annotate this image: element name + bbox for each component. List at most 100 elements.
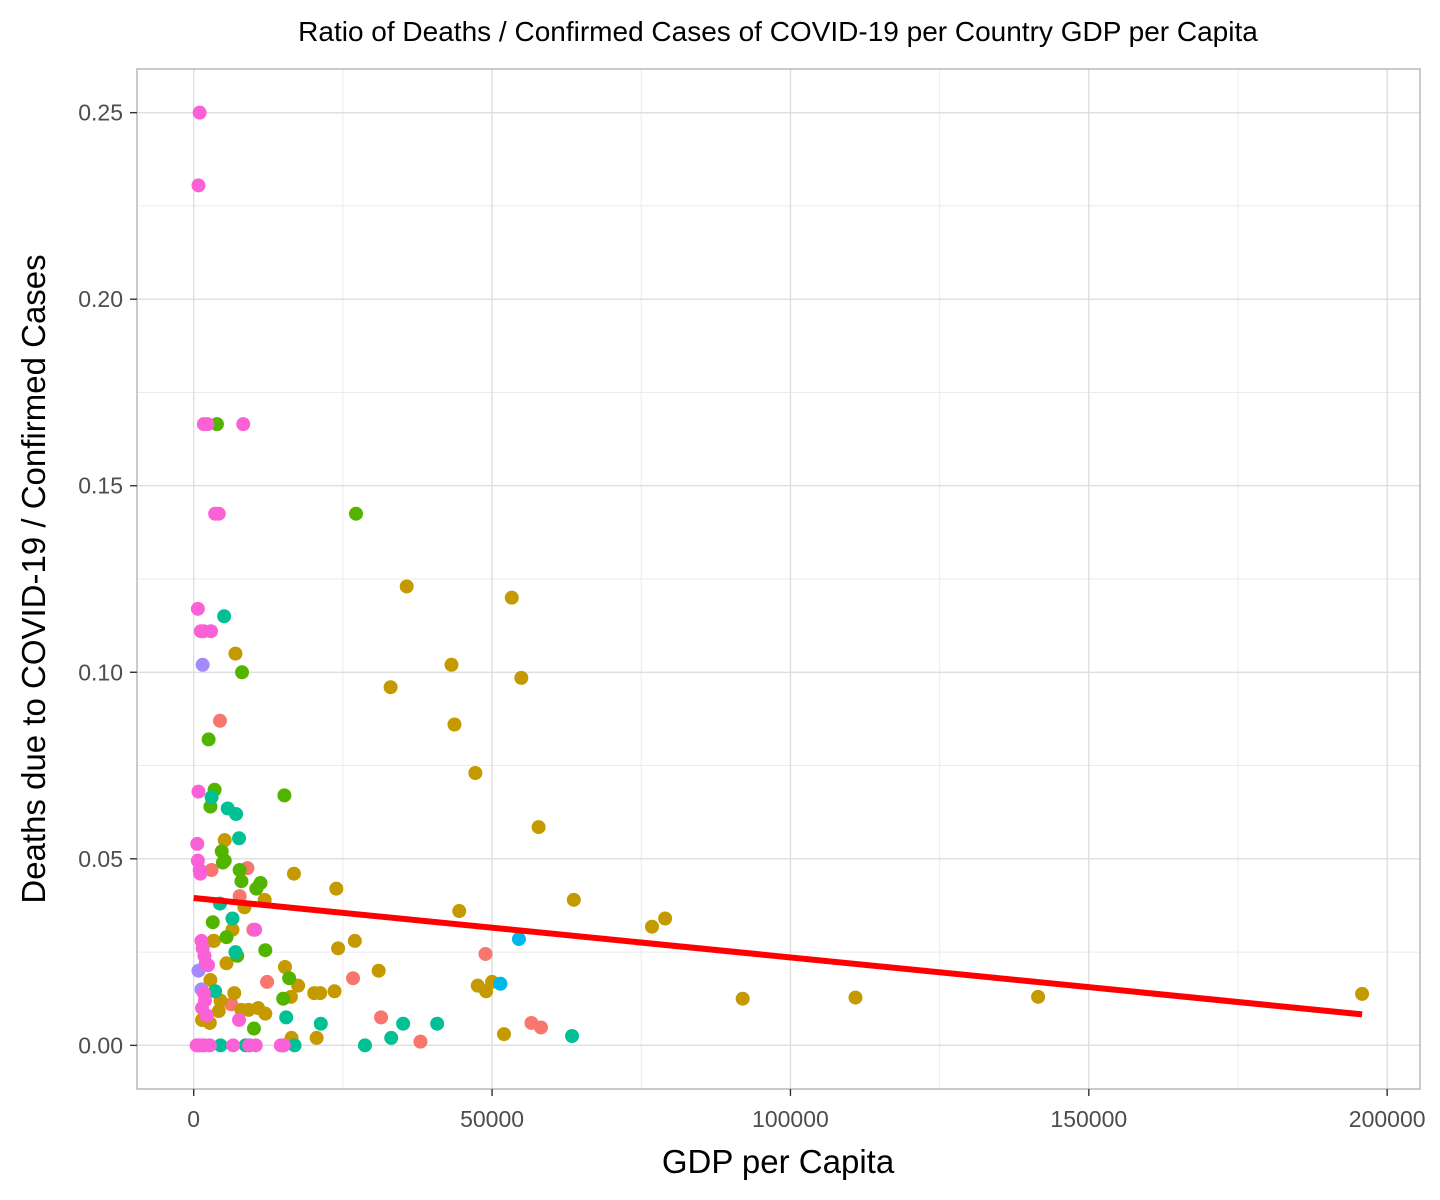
data-point xyxy=(217,833,232,848)
data-point xyxy=(190,601,205,616)
data-point xyxy=(430,1016,445,1031)
data-point xyxy=(447,717,462,732)
x-axis-title: GDP per Capita xyxy=(662,1143,895,1180)
data-point xyxy=(371,963,386,978)
data-point xyxy=(211,506,226,521)
data-point xyxy=(276,1038,291,1053)
data-point xyxy=(202,1038,217,1053)
data-point xyxy=(357,1038,372,1053)
major-gridlines xyxy=(137,69,1420,1089)
data-point xyxy=(192,105,207,120)
data-point xyxy=(248,922,263,937)
minor-gridlines xyxy=(137,69,1420,1089)
data-point xyxy=(644,919,659,934)
data-point xyxy=(327,984,342,999)
data-point xyxy=(232,831,247,846)
x-axis-ticks: 0 50000 100000 150000 200000 xyxy=(187,1089,1426,1132)
data-point xyxy=(468,766,483,781)
data-point xyxy=(279,1010,294,1025)
plot-border xyxy=(136,68,1421,1090)
data-point xyxy=(192,863,207,878)
data-point xyxy=(200,417,215,432)
data-point xyxy=(566,892,581,907)
y-axis-ticks: 0.00 0.05 0.10 0.15 0.20 0.25 xyxy=(78,100,137,1058)
data-point xyxy=(504,590,519,605)
data-point xyxy=(331,941,346,956)
data-point xyxy=(346,971,361,986)
x-tick-label: 50000 xyxy=(460,1106,524,1132)
data-point xyxy=(309,1030,324,1045)
data-point xyxy=(258,1006,273,1021)
y-tick-label: 0.25 xyxy=(78,100,123,126)
data-point xyxy=(249,881,264,896)
data-point xyxy=(383,680,398,695)
data-point xyxy=(228,945,243,960)
data-point xyxy=(206,933,221,948)
y-tick-label: 0.05 xyxy=(78,846,123,872)
data-point xyxy=(219,956,234,971)
data-point xyxy=(287,1038,302,1053)
data-point xyxy=(235,665,250,680)
data-points xyxy=(189,105,1370,1053)
data-point xyxy=(215,855,230,870)
chart-title: Ratio of Deaths / Confirmed Cases of COV… xyxy=(298,16,1258,47)
y-axis-title: Deaths due to COVID-19 / Confirmed Cases xyxy=(15,254,52,903)
data-point xyxy=(282,971,297,986)
x-tick-label: 100000 xyxy=(752,1106,829,1132)
data-point xyxy=(399,579,414,594)
y-tick-label: 0.15 xyxy=(78,473,123,499)
data-point xyxy=(201,958,216,973)
data-point xyxy=(658,911,673,926)
data-point xyxy=(246,1021,261,1036)
data-point xyxy=(208,984,223,999)
data-point xyxy=(217,609,232,624)
data-point xyxy=(511,932,526,947)
data-point xyxy=(313,986,328,1001)
x-tick-label: 150000 xyxy=(1050,1106,1127,1132)
data-point xyxy=(313,1016,328,1031)
data-point xyxy=(531,820,546,835)
data-point xyxy=(514,670,529,685)
data-point xyxy=(444,657,459,672)
y-tick-label: 0.00 xyxy=(78,1032,123,1058)
data-point xyxy=(203,973,218,988)
data-point xyxy=(211,1004,226,1019)
data-point xyxy=(1031,989,1046,1004)
data-point xyxy=(374,1010,389,1025)
data-point xyxy=(225,911,240,926)
data-point xyxy=(189,1038,204,1053)
data-point xyxy=(204,790,219,805)
data-point xyxy=(191,784,206,799)
data-point xyxy=(565,1029,580,1044)
data-point xyxy=(533,1020,548,1035)
data-point xyxy=(1355,986,1370,1001)
data-point xyxy=(226,1038,241,1053)
data-point xyxy=(413,1034,428,1049)
data-point xyxy=(384,1030,399,1045)
data-point xyxy=(848,990,863,1005)
data-point xyxy=(229,807,244,822)
data-point xyxy=(478,946,493,961)
data-point xyxy=(191,178,206,193)
data-point xyxy=(276,991,291,1006)
data-point xyxy=(329,881,344,896)
data-point xyxy=(232,863,247,878)
data-point xyxy=(735,991,750,1006)
data-point xyxy=(258,943,273,958)
data-point xyxy=(347,933,362,948)
data-point xyxy=(349,506,364,521)
data-point xyxy=(277,788,292,803)
data-point xyxy=(277,960,292,975)
data-point xyxy=(212,713,227,728)
data-point xyxy=(236,417,251,432)
data-point xyxy=(219,930,234,945)
data-point xyxy=(286,866,301,881)
data-point xyxy=(199,1008,214,1023)
y-tick-label: 0.20 xyxy=(78,286,123,312)
data-point xyxy=(213,1038,228,1053)
data-point xyxy=(396,1016,411,1031)
data-point xyxy=(204,863,219,878)
y-tick-label: 0.10 xyxy=(78,659,123,685)
data-point xyxy=(452,904,467,919)
